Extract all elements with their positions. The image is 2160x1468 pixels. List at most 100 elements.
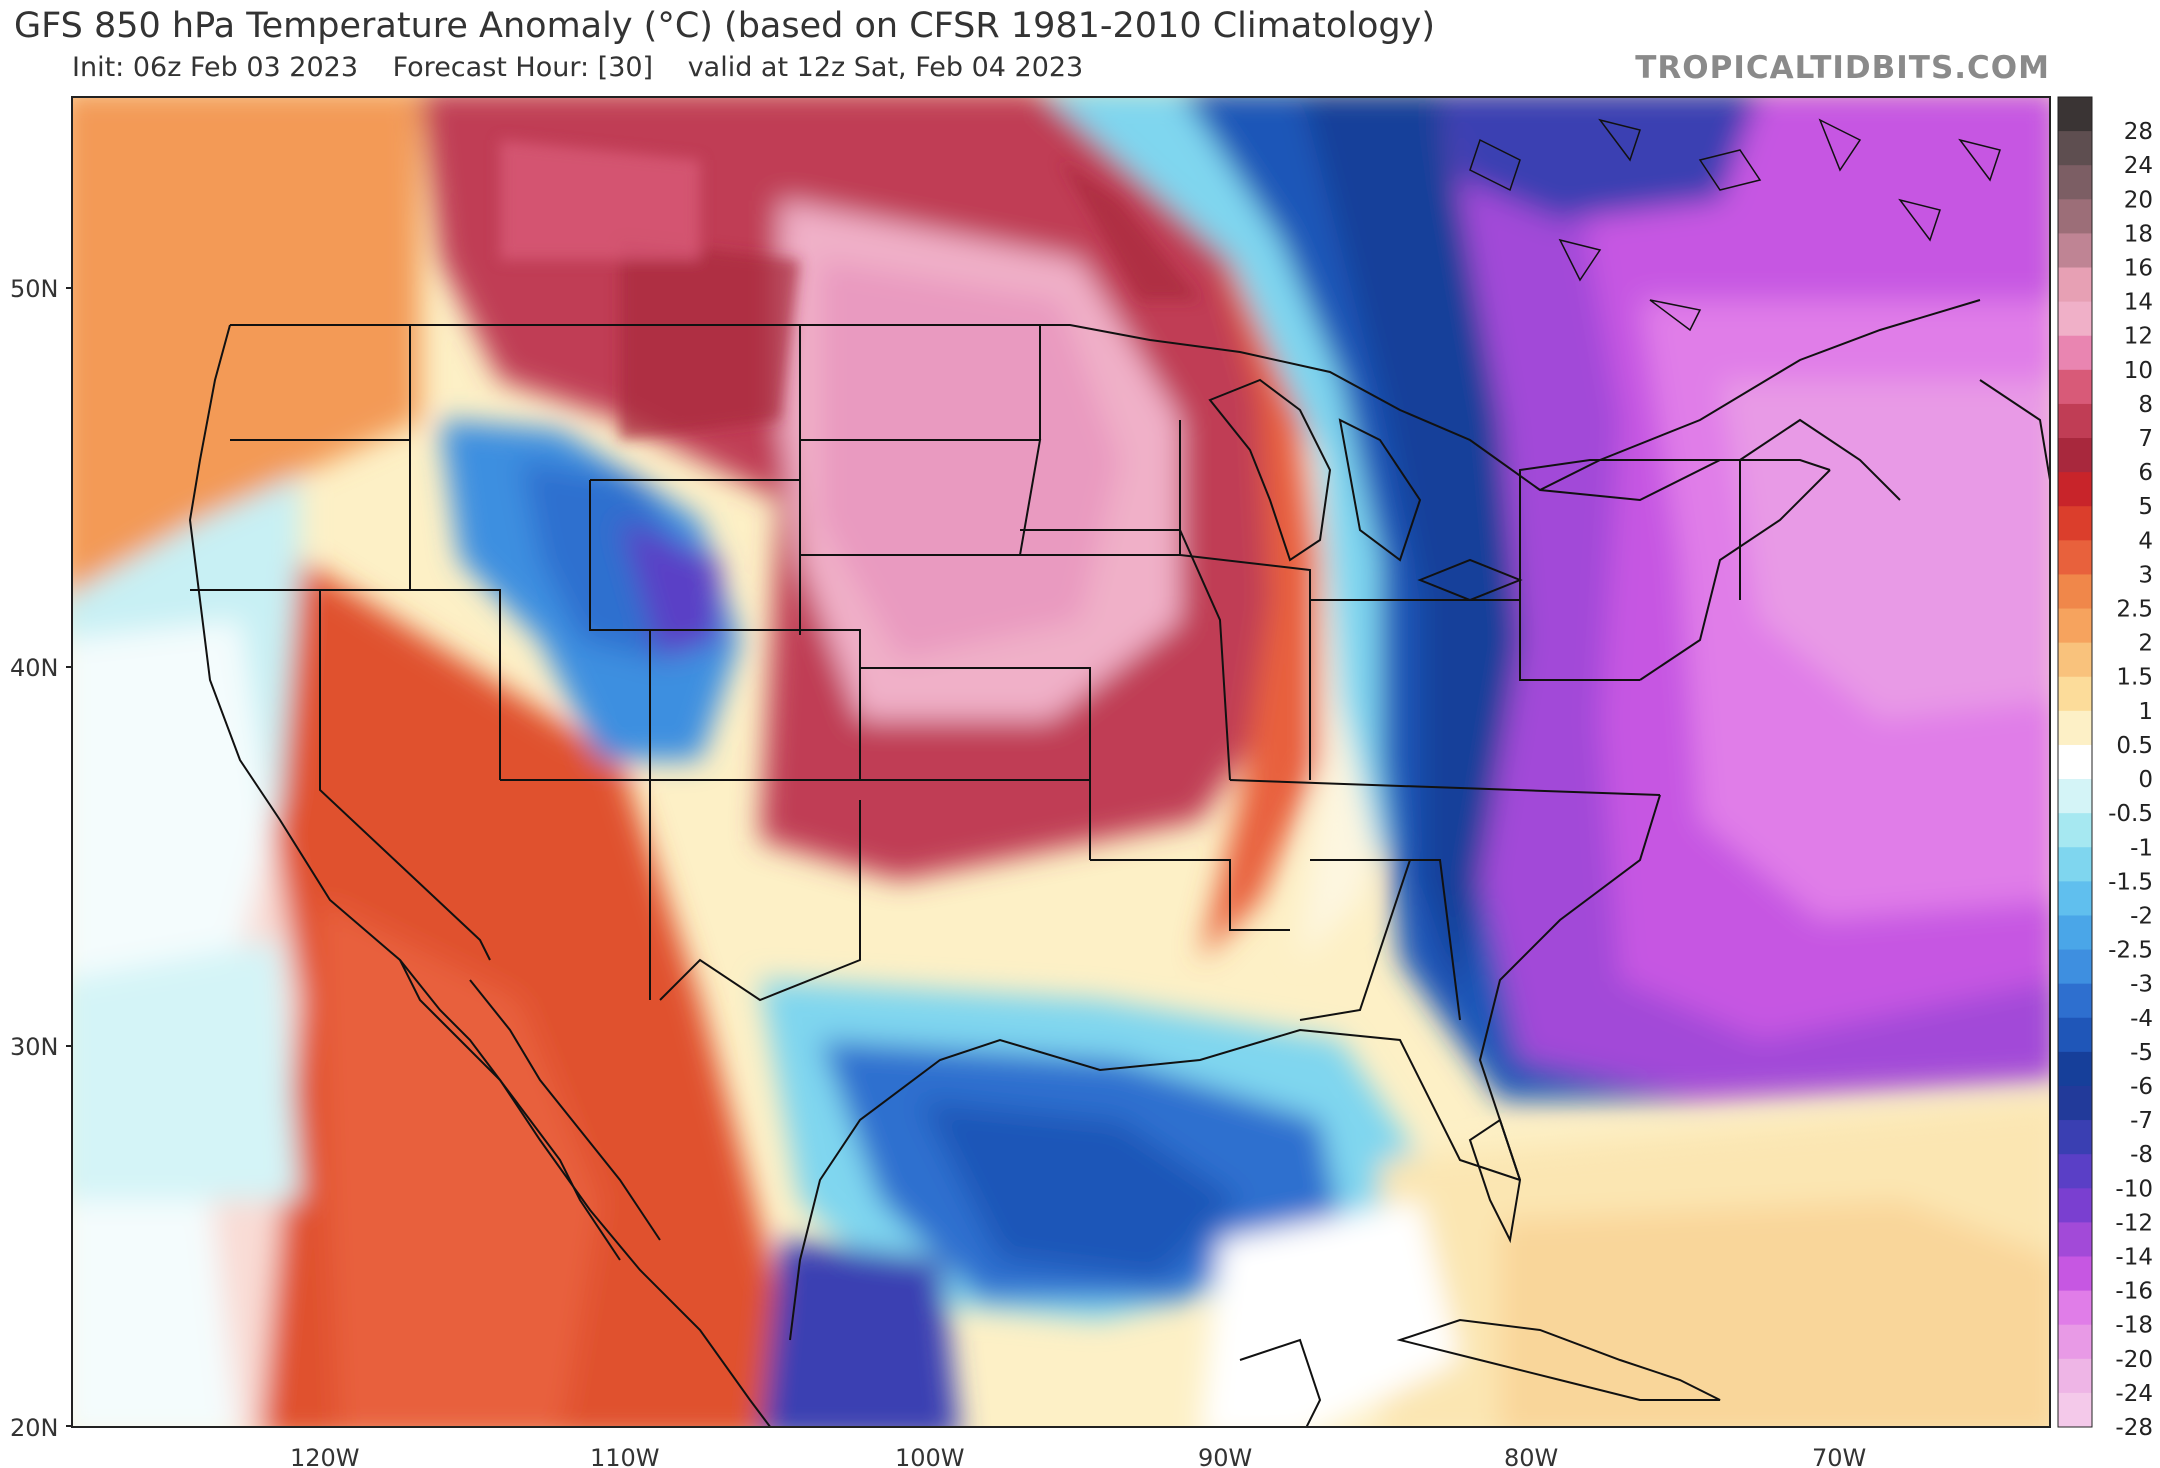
colorbar-label: 14 — [2124, 290, 2153, 316]
lon-label: 110W — [590, 1444, 660, 1468]
colorbar-label: -0.5 — [2108, 801, 2153, 827]
anomaly-field — [72, 97, 2050, 1427]
colorbar-swatch — [2058, 847, 2092, 882]
colorbar-swatch — [2058, 335, 2092, 371]
colorbar-label: 7 — [2138, 426, 2153, 452]
init-time: Init: 06z Feb 03 2023 — [72, 52, 358, 83]
colorbar-label: 6 — [2138, 460, 2153, 486]
colorbar-swatch — [2058, 233, 2092, 269]
lon-label: 90W — [1198, 1444, 1252, 1468]
colorbar-swatch — [2058, 1324, 2092, 1360]
colorbar-swatch — [2058, 1358, 2092, 1394]
colorbar-label: -8 — [2130, 1142, 2153, 1168]
colorbar-swatch — [2058, 710, 2092, 746]
colorbar-swatch — [2058, 1392, 2092, 1428]
lat-label: 20N — [10, 1414, 59, 1442]
forecast-hour: Forecast Hour: [30] — [392, 52, 654, 83]
colorbar-label: -10 — [2115, 1176, 2153, 1202]
colorbar-label: -3 — [2130, 972, 2153, 998]
colorbar-swatch — [2058, 574, 2092, 610]
colorbar-label: -14 — [2115, 1244, 2153, 1270]
colorbar-label: -7 — [2130, 1108, 2153, 1134]
political-boundaries — [188, 299, 2050, 1427]
colorbar-swatch — [2058, 1290, 2092, 1326]
colorbar-swatch — [2058, 983, 2092, 1019]
colorbar-label: 4 — [2138, 528, 2153, 554]
colorbar-swatch — [2058, 369, 2092, 405]
longitude-axis: 120W 110W 100W 90W 80W 70W — [290, 1444, 1866, 1468]
colorbar-label: 0 — [2138, 767, 2153, 793]
colorbar-label: -5 — [2130, 1040, 2153, 1066]
colorbar-label: -1.5 — [2108, 869, 2153, 895]
colorbar-swatch — [2058, 1222, 2092, 1257]
colorbar-label: -12 — [2115, 1210, 2153, 1236]
colorbar-label: -24 — [2115, 1381, 2153, 1407]
map-title: GFS 850 hPa Temperature Anomaly (°C) (ba… — [14, 6, 1436, 46]
lat-label: 30N — [10, 1033, 59, 1061]
colorbar-label: -18 — [2115, 1313, 2153, 1339]
colorbar-swatch — [2058, 1017, 2092, 1053]
colorbar-label: 3 — [2138, 562, 2153, 588]
colorbar-swatch — [2058, 403, 2092, 439]
valid-time: valid at 12z Sat, Feb 04 2023 — [687, 52, 1084, 83]
lon-label: 80W — [1504, 1444, 1558, 1468]
colorbar-label: -2 — [2130, 903, 2153, 929]
colorbar-label: 16 — [2124, 256, 2153, 282]
map-subtitle: Init: 06z Feb 03 2023 Forecast Hour: [30… — [72, 52, 1109, 83]
colorbar-label: 24 — [2124, 153, 2153, 179]
map-frame — [71, 96, 2051, 1428]
site-brand: TROPICALTIDBITS.COM — [1635, 50, 2050, 86]
colorbar-swatch — [2058, 199, 2092, 234]
colorbar-label: -2.5 — [2108, 938, 2153, 964]
colorbar-swatch — [2058, 165, 2092, 200]
colorbar-swatch — [2058, 1051, 2092, 1087]
colorbar-label: 1.5 — [2116, 665, 2153, 691]
colorbar-swatch — [2058, 608, 2092, 644]
colorbar-swatch — [2058, 438, 2092, 473]
colorbar-swatch — [2058, 779, 2092, 814]
colorbar-label: 5 — [2138, 494, 2153, 520]
colorbar-label: -4 — [2130, 1006, 2153, 1032]
colorbar-swatch — [2058, 1256, 2092, 1292]
colorbar-label: -1 — [2130, 835, 2153, 861]
colorbar-label: 2.5 — [2116, 597, 2153, 623]
colorbar-swatch — [2058, 1120, 2092, 1155]
colorbar-swatch — [2058, 813, 2092, 848]
colorbar: 28 24 20 18 16 14 12 10 8 7 6 5 4 3 2.5 2 1.5 1 0.5 0 -0.5 -1… — [2057, 96, 2153, 1441]
colorbar-label: 0.5 — [2116, 733, 2153, 759]
lon-label: 100W — [895, 1444, 965, 1468]
colorbar-swatch — [2058, 949, 2092, 985]
lon-label: 70W — [1812, 1444, 1866, 1468]
colorbar-swatch — [2058, 301, 2092, 337]
colorbar-swatch — [2058, 1154, 2092, 1189]
colorbar-swatch — [2058, 676, 2092, 712]
colorbar-label: 28 — [2124, 119, 2153, 145]
colorbar-swatch — [2058, 744, 2092, 780]
colorbar-label: -20 — [2115, 1347, 2153, 1373]
colorbar-swatch — [2058, 472, 2092, 507]
colorbar-label: 1 — [2138, 699, 2153, 725]
colorbar-swatch — [2058, 540, 2092, 575]
colorbar-label: 10 — [2124, 358, 2153, 384]
colorbar-label: 2 — [2138, 631, 2153, 657]
lat-label: 50N — [10, 275, 59, 303]
colorbar-swatch — [2058, 267, 2092, 303]
colorbar-label: -6 — [2130, 1074, 2153, 1100]
latitude-axis: 50N 40N 30N 20N — [10, 275, 72, 1442]
colorbar-swatch — [2058, 915, 2092, 951]
colorbar-swatch — [2058, 881, 2092, 916]
colorbar-swatch — [2058, 1188, 2092, 1223]
colorbar-label: 18 — [2124, 221, 2153, 247]
colorbar-frame — [2057, 96, 2093, 1428]
colorbar-swatch — [2058, 97, 2092, 132]
colorbar-swatch — [2058, 1085, 2092, 1121]
colorbar-swatch — [2058, 642, 2092, 678]
colorbar-swatch — [2058, 131, 2092, 166]
lat-label: 40N — [10, 654, 59, 682]
colorbar-label: 12 — [2124, 324, 2153, 350]
colorbar-label: 20 — [2124, 187, 2153, 213]
colorbar-label: -16 — [2115, 1279, 2153, 1305]
colorbar-label: 8 — [2138, 392, 2153, 418]
colorbar-label: -28 — [2115, 1415, 2153, 1441]
